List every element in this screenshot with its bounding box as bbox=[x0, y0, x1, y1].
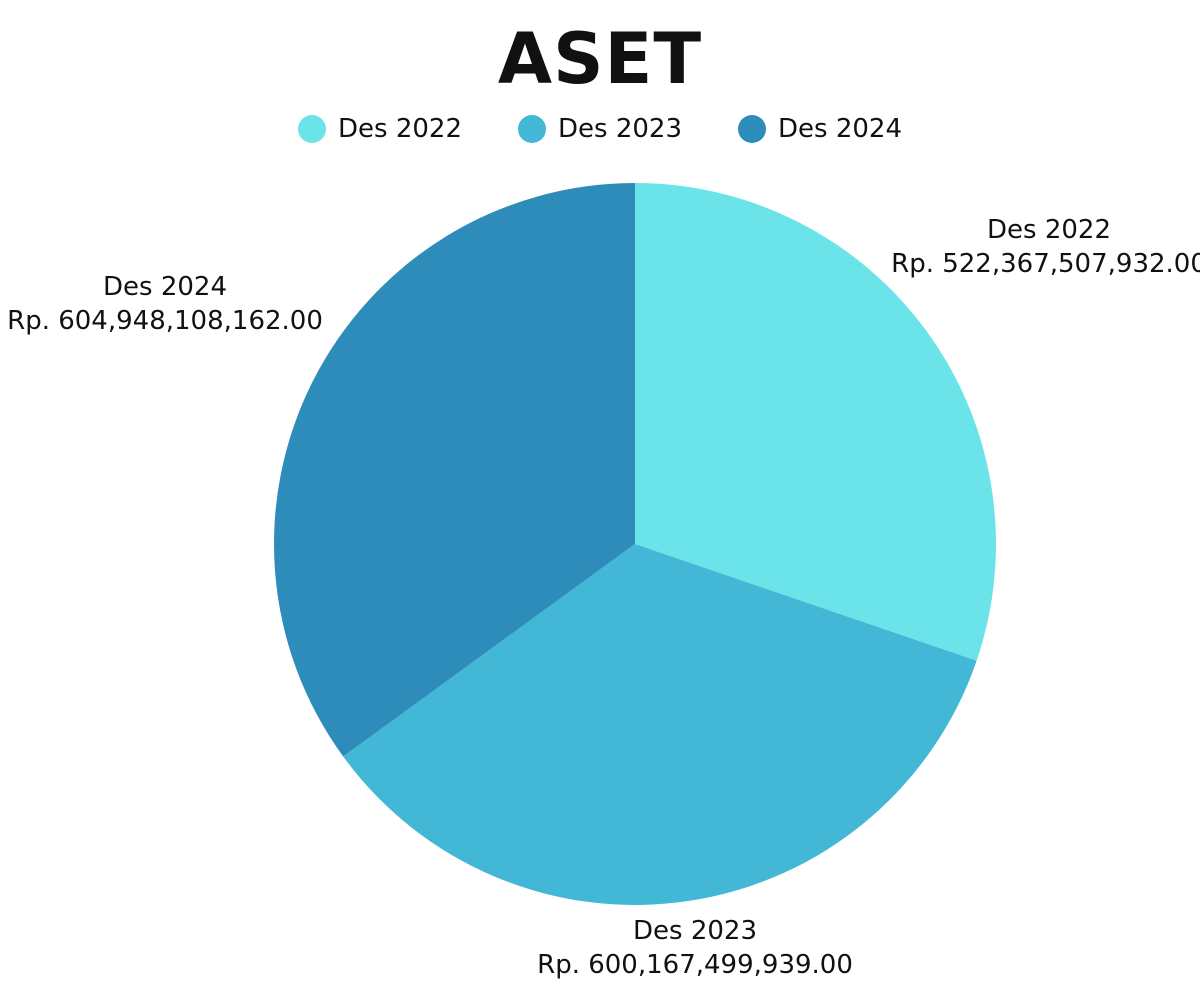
legend-item-des-2024[interactable]: Des 2024 bbox=[738, 114, 902, 144]
pie-slice-des-2023[interactable] bbox=[343, 544, 977, 905]
pie-slice-des-2024[interactable] bbox=[273, 183, 635, 757]
legend-label: Des 2023 bbox=[558, 114, 682, 144]
slice-label-value: Rp. 600,167,499,939.00 bbox=[537, 950, 853, 980]
legend-swatch-icon bbox=[738, 115, 766, 143]
legend: Des 2022 Des 2023 Des 2024 bbox=[0, 114, 1200, 144]
legend-swatch-icon bbox=[298, 115, 326, 143]
chart-title: ASET bbox=[497, 18, 703, 100]
legend-label: Des 2024 bbox=[778, 114, 902, 144]
slice-label-value: Rp. 522,367,507,932.00 bbox=[891, 249, 1200, 279]
legend-item-des-2022[interactable]: Des 2022 bbox=[298, 114, 462, 144]
slice-label-value: Rp. 604,948,108,162.00 bbox=[7, 306, 323, 336]
pie-slice-des-2022[interactable] bbox=[635, 183, 996, 661]
slice-label-name: Des 2023 bbox=[633, 916, 757, 946]
legend-item-des-2023[interactable]: Des 2023 bbox=[518, 114, 682, 144]
slice-label-name: Des 2022 bbox=[987, 215, 1111, 245]
slice-label-name: Des 2024 bbox=[103, 272, 227, 302]
legend-swatch-icon bbox=[518, 115, 546, 143]
legend-label: Des 2022 bbox=[338, 114, 462, 144]
